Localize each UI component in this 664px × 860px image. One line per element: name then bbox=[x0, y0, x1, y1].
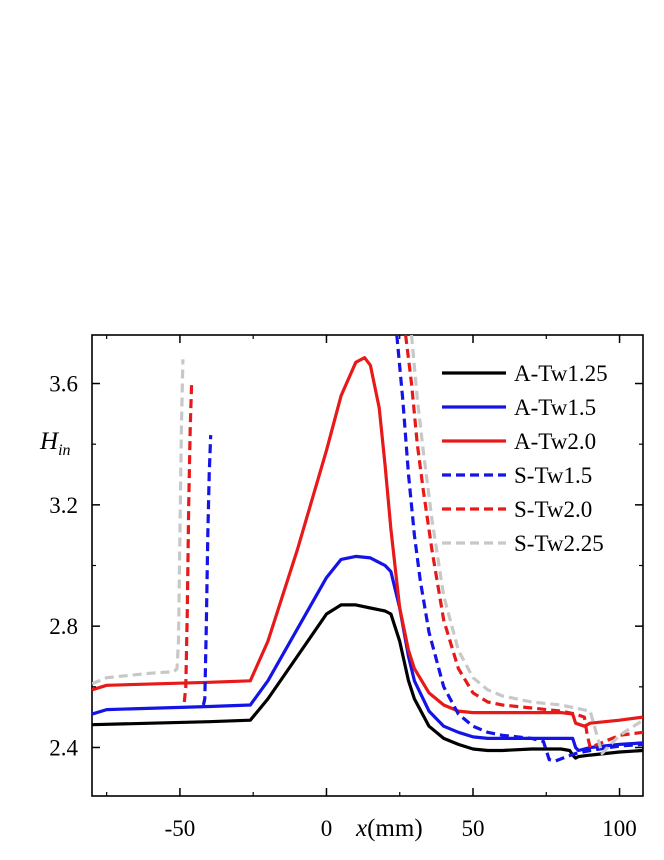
x-axis-label: x(mm) bbox=[355, 815, 423, 842]
x-axis-label-unit: (mm) bbox=[367, 815, 423, 842]
tick-layer: -50 0 50 100 2.4 2.8 3.2 3.6 bbox=[49, 335, 643, 841]
y-axis-label-main: H bbox=[39, 428, 60, 455]
series-line-s-tw2-25 bbox=[92, 335, 643, 756]
x-tick-label: 50 bbox=[462, 816, 485, 841]
y-axis-label: Hin bbox=[39, 428, 71, 459]
y-tick-label: 2.8 bbox=[49, 614, 78, 639]
legend-label: A-Tw2.0 bbox=[514, 429, 596, 454]
x-axis-label-var: x bbox=[355, 815, 367, 842]
y-axis-label-sub: in bbox=[58, 442, 70, 459]
series-line-a-tw1-5 bbox=[92, 554, 643, 753]
x-tick-label: -50 bbox=[165, 816, 196, 841]
legend-label: S-Tw2.25 bbox=[514, 531, 604, 556]
legend-label: S-Tw1.5 bbox=[514, 463, 592, 488]
x-tick-label: 100 bbox=[602, 816, 637, 841]
y-tick-label: 2.4 bbox=[49, 735, 78, 760]
legend-label: A-Tw1.25 bbox=[514, 361, 608, 386]
series-line-a-tw1-25 bbox=[92, 603, 643, 760]
legend: A-Tw1.25 A-Tw1.5 A-Tw2.0 S-Tw1.5 S-Tw2.0 S-Tw… bbox=[442, 361, 608, 556]
legend-label: S-Tw2.0 bbox=[514, 497, 592, 522]
series-line-s-tw2-0 bbox=[182, 335, 643, 750]
y-tick-label: 3.2 bbox=[49, 493, 78, 518]
series-layer bbox=[92, 335, 643, 763]
y-tick-label: 3.6 bbox=[49, 372, 78, 397]
series-line-s-tw1-5 bbox=[201, 335, 643, 763]
x-tick-label: 0 bbox=[321, 816, 333, 841]
legend-label: A-Tw1.5 bbox=[514, 395, 596, 420]
